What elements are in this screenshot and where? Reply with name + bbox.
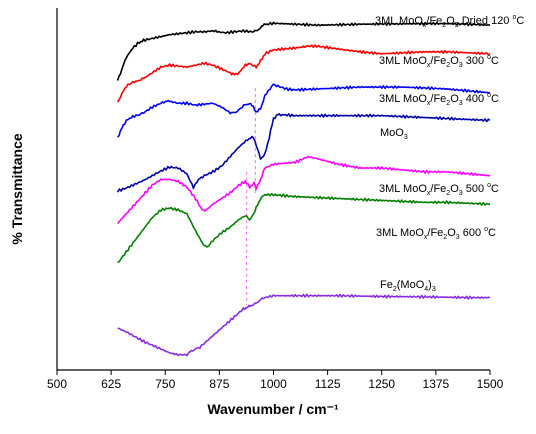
series-label-6: Fe2(MoO4)3 xyxy=(380,279,436,293)
series-line-2 xyxy=(117,83,490,138)
x-tick-label-750: 750 xyxy=(155,377,175,391)
series-line-0 xyxy=(116,21,491,81)
series-label-3: MoO3 xyxy=(380,127,408,141)
x-axis-title: Wavenumber / cm⁻¹ xyxy=(207,401,339,417)
series-labels: 3ML MoOx/Fe2O3 Dried 120 oC 3ML MoOx/Fe2O… xyxy=(375,14,524,293)
x-tick-label-1500: 1500 xyxy=(477,377,504,391)
x-tick-label-875: 875 xyxy=(209,377,229,391)
series-line-1 xyxy=(116,44,491,103)
series-line-3 xyxy=(116,113,491,193)
series-label-2: 3ML MoOx/Fe2O3 400 oC xyxy=(379,92,499,107)
series-group xyxy=(116,21,491,357)
series-line-5 xyxy=(117,192,490,264)
x-tick-label-1250: 1250 xyxy=(368,377,395,391)
series-label-0: 3ML MoOx/Fe2O3 Dried 120 oC xyxy=(375,14,524,29)
y-axis-title: % Transmittance xyxy=(9,133,25,244)
x-tick-label-1375: 1375 xyxy=(423,377,450,391)
reference-lines xyxy=(246,88,256,306)
x-tick-label-1125: 1125 xyxy=(315,377,341,391)
x-tick-label-625: 625 xyxy=(101,377,121,391)
series-label-1: 3ML MoOx/Fe2O3 300 oC xyxy=(379,54,499,69)
x-tick-label-500: 500 xyxy=(47,377,67,391)
series-line-6 xyxy=(117,293,491,357)
series-label-4: 3ML MoOx/Fe2O3 500 oC xyxy=(379,182,499,197)
series-label-5: 3ML MoOx/Fe2O3 600 oC xyxy=(376,226,496,241)
x-ticks: 500 625 750 875 1000 1125 1250 1375 1500 xyxy=(47,370,504,391)
series-line-4 xyxy=(116,155,491,225)
x-tick-label-1000: 1000 xyxy=(260,377,287,391)
